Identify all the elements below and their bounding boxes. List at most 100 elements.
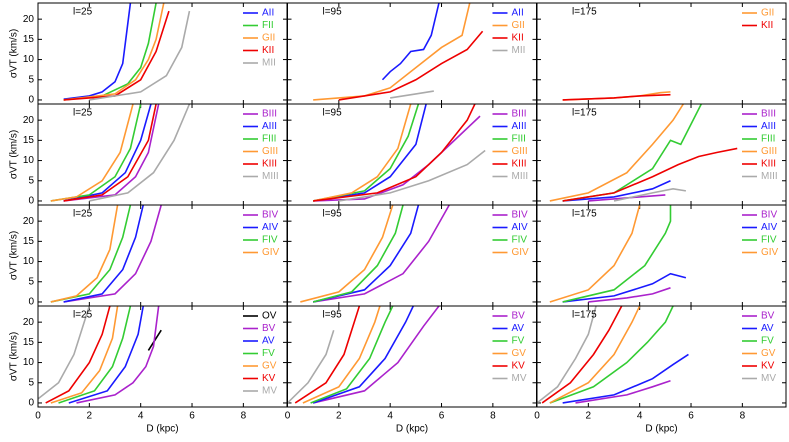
y-tick-label: 15 [23,337,35,348]
y-tick-label: 10 [23,155,35,166]
legend-label: GIV [512,247,530,258]
series-line [549,205,641,303]
legend-label: GV [512,348,527,359]
legend-label: AIII [262,121,277,132]
series-line [313,104,476,202]
x-axis-label: D (kpc) [645,424,677,435]
legend-label: KV [262,373,276,384]
series-line [50,104,134,202]
series-line [50,104,142,202]
legend-label: MV [761,373,776,384]
series-line [287,329,335,404]
y-tick-label: 10 [23,54,35,65]
legend-label: FIII [761,134,775,145]
legend-label: MV [262,386,277,397]
y-tick-label: 15 [23,135,35,146]
legend-label: BIII [512,109,527,120]
legend-label: KII [262,45,274,56]
panel-frame [536,305,787,408]
panel-frame [287,2,537,105]
series-line [89,104,191,202]
y-tick-label: 0 [28,95,34,106]
y-tick-label: 20 [23,14,35,25]
series-line [549,306,641,404]
x-tick-label: 0 [534,411,540,422]
legend-label: FIII [262,134,276,145]
x-tick-label: 0 [35,411,41,422]
legend-label: AIII [512,121,527,132]
y-tick-label: 5 [28,276,34,287]
panel-frame [37,2,288,105]
x-tick-label: 6 [688,411,694,422]
legend-label: AIII [761,121,776,132]
series-line [45,306,111,404]
panel-label: l=95 [323,209,343,220]
series-line [313,205,450,303]
y-axis-label: σVT (km/s) [9,332,20,381]
x-tick-label: 8 [241,411,247,422]
legend-label: MIII [262,171,279,182]
y-tick-label: 20 [23,317,35,328]
panel-label: l=95 [323,108,343,119]
series-line [562,180,671,202]
legend-label: BIV [761,210,777,221]
legend-label: FII [262,20,274,31]
y-axis-label: σVT (km/s) [9,130,20,179]
legend-label: MIII [761,171,778,182]
series-line [50,306,119,404]
y-tick-label: 15 [23,236,35,247]
series-line [588,194,666,202]
y-tick-label: 10 [23,357,35,368]
legend-label: AII [512,8,524,19]
legend-label: KIII [761,159,776,170]
series-line [50,205,119,303]
panel-label: l=175 [572,310,597,321]
y-tick-label: 5 [28,175,34,186]
y-tick-label: 20 [23,115,35,126]
series-line [63,205,162,303]
series-line [549,306,674,404]
legend-label: BIII [262,109,277,120]
series-line [541,306,623,404]
legend-label: KV [761,361,775,372]
legend-label: KII [512,33,524,44]
series-line [63,104,160,202]
legend-label: GV [761,348,776,359]
series-line [338,30,484,101]
series-line [313,104,427,202]
x-tick-label: 4 [637,411,643,422]
series-line [38,306,91,400]
x-tick-label: 2 [586,411,592,422]
series-line [63,205,145,303]
legend-label: FIV [512,235,528,246]
legend-label: AV [512,323,525,334]
legend-label: FIII [512,134,526,145]
series-line [63,104,157,202]
panel-frame [287,103,537,206]
series-line [562,353,689,404]
x-tick-label: 8 [490,411,496,422]
panel-label: l=25 [73,108,93,119]
panel-label: l=95 [323,310,343,321]
legend-label: AII [262,8,274,19]
series-line [338,149,486,202]
panel-label: l=175 [572,209,597,220]
y-axis-label: σVT (km/s) [9,29,20,78]
legend-label: GIV [761,247,779,258]
legend-label: MV [512,373,527,384]
panel-label: l=95 [323,7,343,18]
series-line [312,205,420,303]
series-line [76,306,160,404]
y-tick-label: 0 [28,196,34,207]
series-line [300,205,394,303]
x-axis-label: D (kpc) [146,424,178,435]
y-tick-label: 5 [28,377,34,388]
